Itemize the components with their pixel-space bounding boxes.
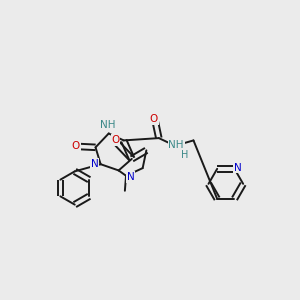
Text: N: N [234, 163, 242, 173]
Text: N: N [127, 172, 134, 182]
Text: NH: NH [100, 120, 116, 130]
Text: O: O [72, 141, 80, 151]
Text: H: H [181, 150, 188, 161]
Text: O: O [150, 114, 158, 124]
Text: NH: NH [168, 140, 184, 150]
Text: N: N [91, 159, 99, 169]
Text: O: O [111, 135, 119, 145]
